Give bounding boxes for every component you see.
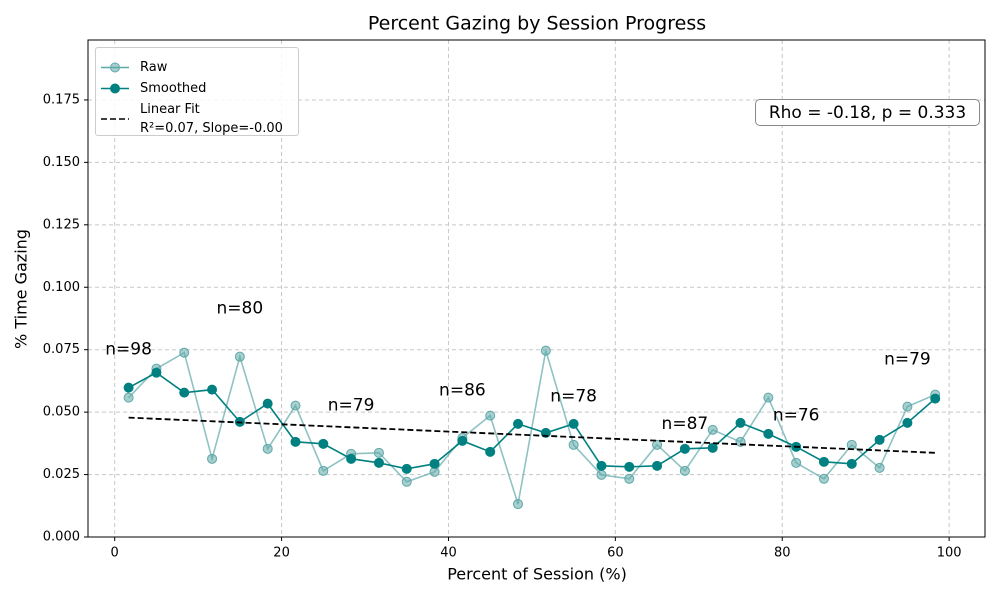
data-point (318, 465, 329, 476)
data-point (429, 458, 440, 469)
data-point (151, 367, 162, 378)
data-point (123, 392, 134, 403)
data-point (874, 434, 885, 445)
data-point (318, 438, 329, 449)
annotation: n=98 (105, 340, 152, 360)
x-tick-label: 80 (774, 546, 791, 561)
data-point (679, 443, 690, 454)
y-tick-label: 0.100 (43, 280, 80, 295)
data-point (679, 465, 690, 476)
data-point (207, 384, 218, 395)
y-tick-label: 0.125 (43, 217, 80, 232)
x-tick-label: 0 (111, 546, 119, 561)
data-point (401, 476, 412, 487)
data-point (818, 473, 829, 484)
series-line (128, 350, 936, 505)
data-point (707, 442, 718, 453)
data-point (513, 499, 524, 510)
data-point (457, 435, 468, 446)
data-point (540, 345, 551, 356)
data-point (123, 382, 134, 393)
data-point (902, 417, 913, 428)
y-axis-label: % Time Gazing (12, 229, 31, 349)
data-point (262, 398, 273, 409)
data-point (818, 456, 829, 467)
data-point (373, 457, 384, 468)
data-point (346, 453, 357, 464)
legend: Raw Smoothed Linear Fit R²=0.07, Slope=-0.… (95, 47, 299, 136)
data-point (596, 460, 607, 471)
data-point (596, 469, 607, 480)
legend-key (110, 83, 120, 94)
data-point (234, 351, 245, 362)
legend-key (110, 62, 120, 73)
data-point (485, 410, 496, 421)
x-tick-label: 60 (607, 546, 624, 561)
data-point (624, 473, 635, 484)
legend-label: Raw (140, 60, 168, 75)
data-point (290, 400, 301, 411)
data-point (373, 447, 384, 458)
y-tick-label: 0.150 (43, 155, 80, 170)
series-line (128, 371, 936, 470)
x-axis-label: Percent of Session (%) (447, 565, 627, 584)
data-point (290, 436, 301, 447)
data-point (652, 460, 663, 471)
chart-title: Percent Gazing by Session Progress (368, 13, 706, 35)
data-point (930, 393, 941, 404)
data-point (401, 463, 412, 474)
legend-label: Linear Fit R²=0.07, Slope=-0.00 (140, 102, 283, 136)
y-tick-label: 0.025 (43, 467, 80, 482)
data-point (207, 453, 218, 464)
data-point (568, 418, 579, 429)
x-tick-label: 20 (273, 546, 290, 561)
annotation: n=79 (328, 396, 375, 416)
annotation: n=87 (662, 414, 709, 434)
annotation: n=79 (884, 350, 931, 370)
data-point (846, 439, 857, 450)
data-point (262, 443, 273, 454)
data-point (485, 446, 496, 457)
data-point (624, 461, 635, 472)
x-tick-label: 40 (440, 546, 457, 561)
data-point (902, 401, 913, 412)
data-point (652, 439, 663, 450)
annotation: n=80 (217, 298, 264, 318)
data-point (846, 458, 857, 469)
data-point (513, 418, 524, 429)
data-point (791, 457, 802, 468)
data-point (763, 392, 774, 403)
legend-label: Smoothed (140, 81, 207, 96)
y-tick-label: 0.075 (43, 342, 80, 357)
annotation: n=86 (439, 381, 486, 401)
data-point (179, 347, 190, 358)
annotation: n=76 (773, 406, 820, 426)
y-tick-label: 0.050 (43, 405, 80, 420)
legend-keys (101, 62, 129, 120)
data-point (179, 387, 190, 398)
data-point (763, 428, 774, 439)
y-tick-label: 0.175 (43, 92, 80, 107)
plot-frame (87, 39, 986, 538)
data-point (735, 417, 746, 428)
x-tick-label: 100 (937, 546, 962, 561)
y-tick-label: 0.000 (43, 530, 80, 545)
stat-box: Rho = -0.18, p = 0.333 (755, 99, 980, 126)
data-point (707, 424, 718, 435)
data-point (874, 462, 885, 473)
data-point (568, 439, 579, 450)
annotation: n=78 (550, 387, 597, 407)
